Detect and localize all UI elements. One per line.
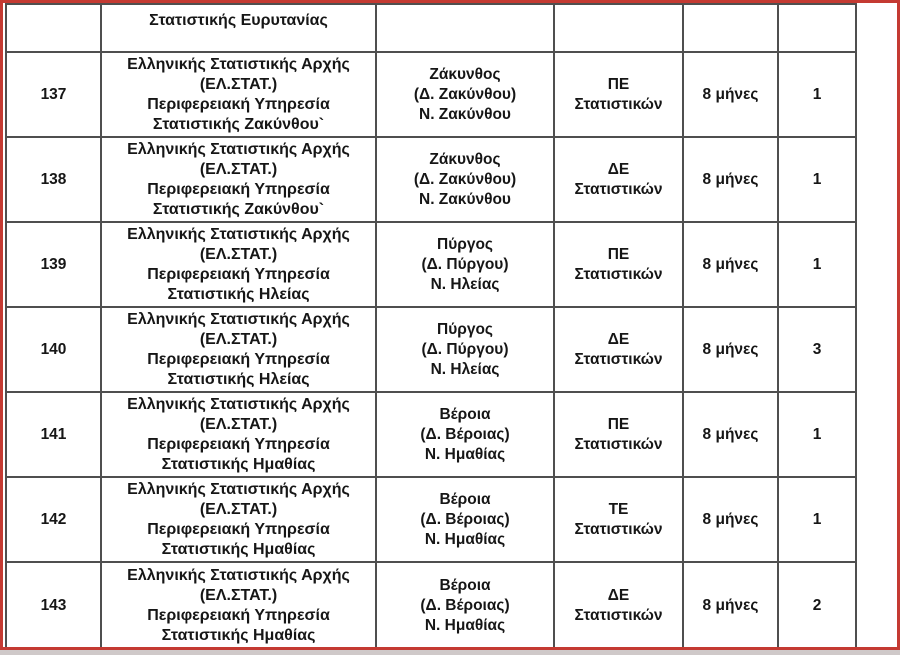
cell-count: 1 [779, 478, 855, 563]
cell-count: 1 [779, 138, 855, 223]
positions-table: Στατιστικής Ευρυτανίας 137 Ελληνικής Στα… [5, 3, 857, 647]
table-row: 142 Ελληνικής Στατιστικής Αρχής (ΕΛ.ΣΤΑΤ… [7, 478, 855, 563]
cell-organization: Ελληνικής Στατιστικής Αρχής (ΕΛ.ΣΤΑΤ.) Π… [102, 223, 377, 308]
page-bottom-edge [0, 650, 900, 655]
cell-category: ΠΕ Στατιστικών [555, 393, 684, 478]
cell-count: 1 [779, 53, 855, 138]
cell-serial-number-empty [7, 5, 102, 53]
cell-duration: 8 μήνες [684, 308, 779, 393]
cell-location: Πύργος (Δ. Πύργου) Ν. Ηλείας [377, 223, 555, 308]
cell-organization: Ελληνικής Στατιστικής Αρχής (ΕΛ.ΣΤΑΤ.) Π… [102, 138, 377, 223]
cell-duration: 8 μήνες [684, 563, 779, 647]
cell-duration: 8 μήνες [684, 138, 779, 223]
cell-count: 1 [779, 393, 855, 478]
table-row: 139 Ελληνικής Στατιστικής Αρχής (ΕΛ.ΣΤΑΤ… [7, 223, 855, 308]
cell-organization: Ελληνικής Στατιστικής Αρχής (ΕΛ.ΣΤΑΤ.) Π… [102, 393, 377, 478]
cell-serial-number: 143 [7, 563, 102, 647]
cell-category: ΠΕ Στατιστικών [555, 53, 684, 138]
cell-category: ΤΕ Στατιστικών [555, 478, 684, 563]
table-row: 137 Ελληνικής Στατιστικής Αρχής (ΕΛ.ΣΤΑΤ… [7, 53, 855, 138]
table-row: 138 Ελληνικής Στατιστικής Αρχής (ΕΛ.ΣΤΑΤ… [7, 138, 855, 223]
cell-organization-continued: Στατιστικής Ευρυτανίας [102, 5, 377, 53]
cell-duration-empty [684, 5, 779, 53]
cell-organization: Ελληνικής Στατιστικής Αρχής (ΕΛ.ΣΤΑΤ.) Π… [102, 478, 377, 563]
table-row: 140 Ελληνικής Στατιστικής Αρχής (ΕΛ.ΣΤΑΤ… [7, 308, 855, 393]
cell-serial-number: 142 [7, 478, 102, 563]
cell-location: Πύργος (Δ. Πύργου) Ν. Ηλείας [377, 308, 555, 393]
cell-count-empty [779, 5, 855, 53]
cell-category-empty [555, 5, 684, 53]
cell-location: Ζάκυνθος (Δ. Ζακύνθου) Ν. Ζακύνθου [377, 138, 555, 223]
cell-serial-number: 141 [7, 393, 102, 478]
cell-organization: Ελληνικής Στατιστικής Αρχής (ΕΛ.ΣΤΑΤ.) Π… [102, 308, 377, 393]
cell-location: Βέροια (Δ. Βέροιας) Ν. Ημαθίας [377, 393, 555, 478]
cell-category: ΔΕ Στατιστικών [555, 563, 684, 647]
cell-count: 3 [779, 308, 855, 393]
cell-location: Ζάκυνθος (Δ. Ζακύνθου) Ν. Ζακύνθου [377, 53, 555, 138]
cell-serial-number: 138 [7, 138, 102, 223]
cell-duration: 8 μήνες [684, 478, 779, 563]
cell-category: ΠΕ Στατιστικών [555, 223, 684, 308]
cell-count: 1 [779, 223, 855, 308]
cell-serial-number: 139 [7, 223, 102, 308]
cell-serial-number: 137 [7, 53, 102, 138]
cell-category: ΔΕ Στατιστικών [555, 308, 684, 393]
cell-location-empty [377, 5, 555, 53]
cell-location: Βέροια (Δ. Βέροιας) Ν. Ημαθίας [377, 478, 555, 563]
table-rows: 137 Ελληνικής Στατιστικής Αρχής (ΕΛ.ΣΤΑΤ… [7, 53, 855, 647]
cell-organization: Ελληνικής Στατιστικής Αρχής (ΕΛ.ΣΤΑΤ.) Π… [102, 563, 377, 647]
table-row-partial: Στατιστικής Ευρυτανίας [7, 5, 855, 53]
cell-duration: 8 μήνες [684, 393, 779, 478]
cell-duration: 8 μήνες [684, 223, 779, 308]
cell-serial-number: 140 [7, 308, 102, 393]
table-row: 141 Ελληνικής Στατιστικής Αρχής (ΕΛ.ΣΤΑΤ… [7, 393, 855, 478]
cell-count: 2 [812, 596, 822, 614]
cell-duration: 8 μήνες [684, 53, 779, 138]
cell-location: Βέροια (Δ. Βέροιας) Ν. Ημαθίας [377, 563, 555, 647]
table-row: 143 Ελληνικής Στατιστικής Αρχής (ΕΛ.ΣΤΑΤ… [7, 563, 855, 647]
cell-category: ΔΕ Στατιστικών [555, 138, 684, 223]
cell-organization: Ελληνικής Στατιστικής Αρχής (ΕΛ.ΣΤΑΤ.) Π… [102, 53, 377, 138]
